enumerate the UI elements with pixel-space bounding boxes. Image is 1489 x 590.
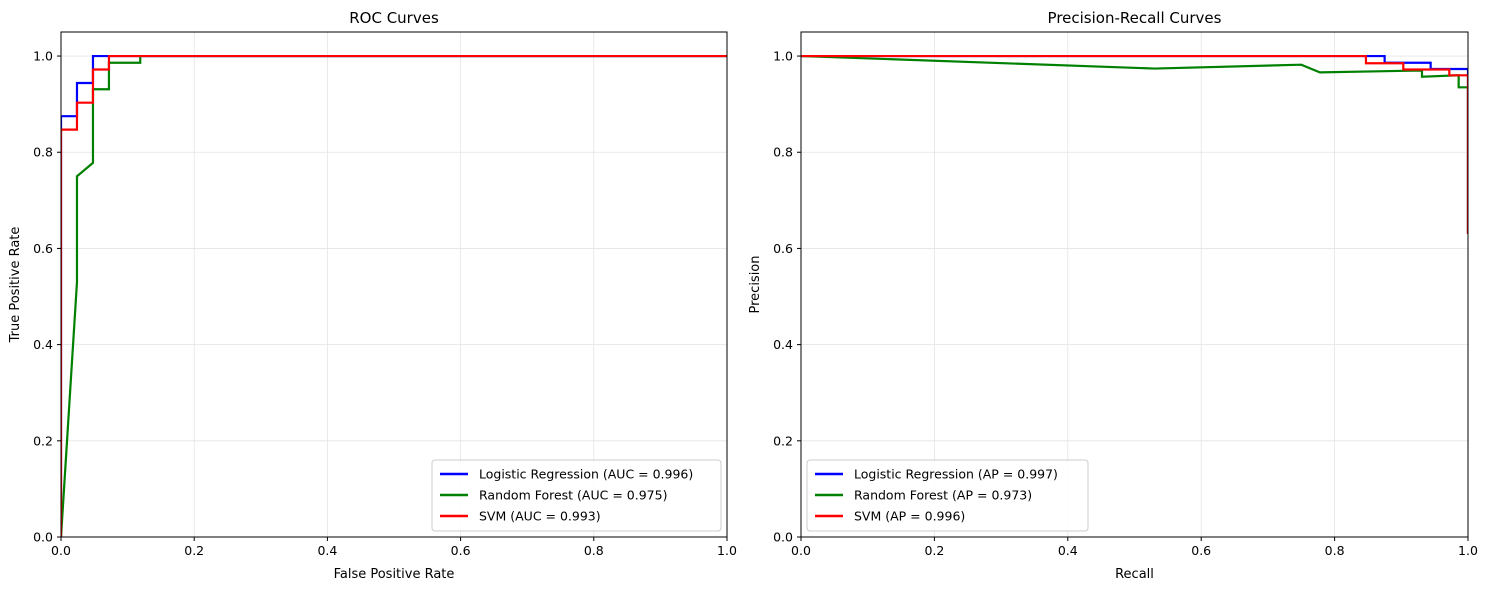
plot-frame <box>800 31 1469 538</box>
x-tick-label: 0.6 <box>1191 543 1211 558</box>
series-line-random-forest <box>801 54 1468 234</box>
plot-frame <box>60 31 728 538</box>
x-tick-label: 0.2 <box>184 543 204 558</box>
chart-title: Precision-Recall Curves <box>1048 9 1222 27</box>
legend-entry: Logistic Regression (AP = 0.997) <box>854 467 1058 482</box>
legend-box <box>431 459 722 532</box>
y-tick-label: 0.2 <box>33 433 53 448</box>
x-tick-label: 0.0 <box>51 543 71 558</box>
y-tick-label: 0.0 <box>33 530 53 545</box>
x-tick-label: 0.6 <box>451 543 471 558</box>
y-tick-label: 0.4 <box>33 337 53 352</box>
legend-box <box>806 459 1089 532</box>
series-line-logistic-regression <box>61 54 727 537</box>
legend: Logistic Regression (AUC = 0.996) Random … <box>431 459 722 532</box>
y-tick-label: 1.0 <box>33 49 53 64</box>
legend-entry: Random Forest (AP = 0.973) <box>854 488 1032 503</box>
x-tick-label: 0.8 <box>1325 543 1345 558</box>
y-tick-label: 0.6 <box>773 241 793 256</box>
x-axis-label: False Positive Rate <box>334 567 455 582</box>
series-line-logistic-regression <box>801 54 1468 234</box>
legend-entry: Logistic Regression (AUC = 0.996) <box>479 467 693 482</box>
y-axis-label: True Positive Rate <box>8 227 23 344</box>
chart-panel-1: 0.0 0.2 0.4 0.6 0.8 1.0 0.0 0.2 0.4 0.6 0.8 1.0 ROC … <box>8 9 737 582</box>
series-line-random-forest <box>61 54 727 537</box>
x-tick-label: 0.2 <box>924 543 944 558</box>
y-tick-label: 0.8 <box>33 145 53 160</box>
y-tick-label: 0.4 <box>773 337 793 352</box>
chart-panel-2: 0.0 0.2 0.4 0.6 0.8 1.0 0.0 0.2 0.4 0.6 0.8 1.0 Prec… <box>748 9 1478 582</box>
x-tick-label: 0.0 <box>791 543 811 558</box>
series-line-svm <box>801 54 1468 234</box>
legend: Logistic Regression (AP = 0.997) Random F… <box>806 459 1089 532</box>
legend-entry: SVM (AUC = 0.993) <box>479 509 601 524</box>
y-tick-label: 0.8 <box>773 145 793 160</box>
x-tick-label: 1.0 <box>1458 543 1478 558</box>
y-tick-label: 0.0 <box>773 530 793 545</box>
y-tick-label: 0.6 <box>33 241 53 256</box>
legend-entry: SVM (AP = 0.996) <box>854 509 965 524</box>
y-tick-label: 0.2 <box>773 433 793 448</box>
legend-entry: Random Forest (AUC = 0.975) <box>479 488 667 503</box>
x-tick-label: 0.4 <box>1058 543 1078 558</box>
x-tick-label: 0.4 <box>317 543 337 558</box>
series-group <box>801 54 1468 234</box>
y-tick-label: 1.0 <box>773 49 793 64</box>
x-tick-label: 1.0 <box>717 543 737 558</box>
chart-title: ROC Curves <box>349 9 439 27</box>
y-axis-label: Precision <box>748 255 763 313</box>
x-axis-label: Recall <box>1115 567 1154 582</box>
series-line-svm <box>61 54 727 537</box>
series-group <box>61 54 727 537</box>
x-tick-label: 0.8 <box>584 543 604 558</box>
